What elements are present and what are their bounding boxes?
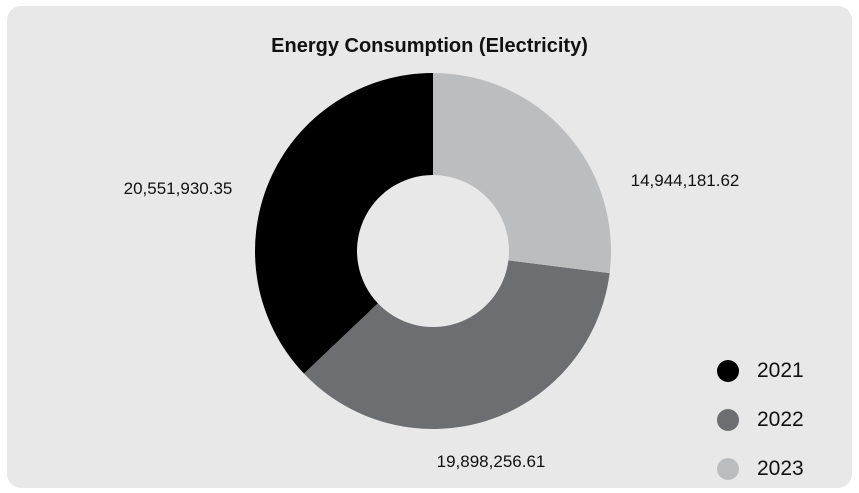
data-label-2022: 19,898,256.61 <box>437 452 546 471</box>
legend-item-2021: 2021 <box>717 346 804 395</box>
donut-slice-2022 <box>304 260 610 429</box>
chart-legend: 2021 2022 2023 <box>717 346 804 493</box>
legend-swatch-2021 <box>717 359 739 382</box>
data-label-2023: 14,944,181.62 <box>631 171 740 190</box>
legend-label-2023: 2023 <box>757 456 804 480</box>
data-label-2021: 20,551,930.35 <box>124 179 233 198</box>
legend-item-2023: 2023 <box>717 444 804 493</box>
donut-slice-2021 <box>255 73 433 374</box>
legend-item-2022: 2022 <box>717 395 804 444</box>
legend-label-2021: 2021 <box>757 358 804 382</box>
chart-title: Energy Consumption (Electricity) <box>271 35 588 57</box>
legend-swatch-2023 <box>717 457 739 480</box>
donut-slice-2023 <box>433 73 611 274</box>
legend-label-2022: 2022 <box>757 407 804 431</box>
legend-swatch-2022 <box>717 408 739 431</box>
